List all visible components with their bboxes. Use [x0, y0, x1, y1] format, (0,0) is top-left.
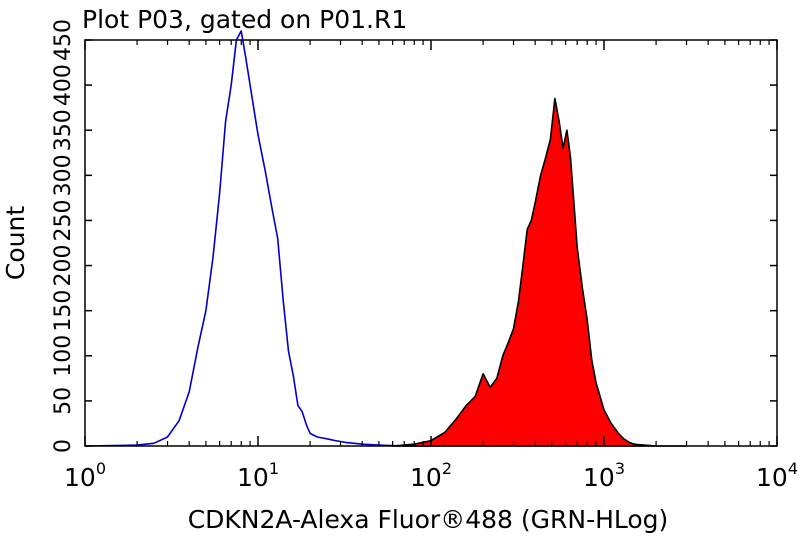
x-tick-exponent: 2	[442, 459, 452, 478]
y-axis-ticks: 0 50 100 150 200 250 300 350 400 450	[51, 19, 777, 453]
y-tick-label: 400	[51, 64, 76, 106]
x-tick-exponent: 0	[96, 459, 106, 478]
y-tick-label: 350	[51, 109, 76, 151]
x-axis-label: CDKN2A-Alexa Fluor®488 (GRN-HLog)	[188, 505, 669, 534]
y-axis-label: Count	[1, 206, 30, 280]
series-layer	[84, 30, 688, 447]
plot-frame	[84, 39, 778, 447]
x-tick-exponent: 3	[615, 459, 625, 478]
series-1-filled-histogram	[391, 97, 688, 447]
y-tick-label: 150	[51, 290, 76, 332]
x-tick-exponent: 1	[269, 459, 279, 478]
x-tick-label: 101	[237, 459, 279, 492]
series-0-outline-histogram	[84, 30, 431, 447]
x-tick-label: 100	[64, 459, 106, 492]
y-tick-label: 0	[51, 439, 76, 453]
chart-title: Plot P03, gated on P01.R1	[82, 5, 407, 34]
x-tick-exponent: 4	[788, 459, 798, 478]
y-tick-label: 100	[51, 335, 76, 377]
x-tick-label: 104	[756, 459, 798, 492]
x-tick-label: 103	[583, 459, 625, 492]
y-tick-label: 50	[51, 387, 76, 415]
y-tick-label: 200	[51, 245, 76, 287]
y-tick-label: 450	[51, 19, 76, 61]
y-tick-label: 300	[51, 154, 76, 196]
x-axis-ticks: 100 101 102 103 104	[64, 40, 798, 492]
x-tick-label: 102	[410, 459, 452, 492]
y-tick-label: 250	[51, 199, 76, 241]
